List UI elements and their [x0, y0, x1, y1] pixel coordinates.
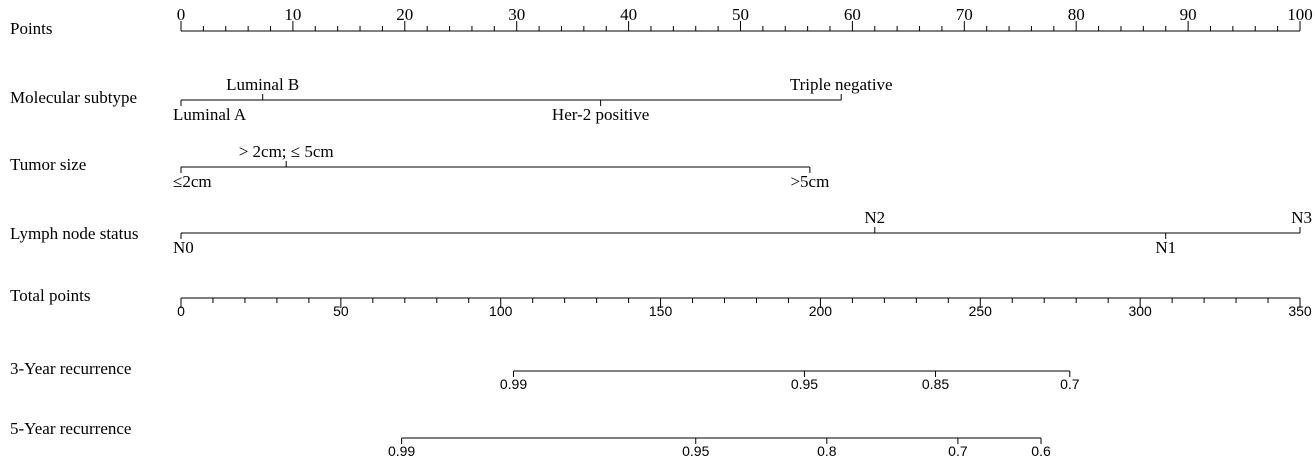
points-tick-label: 50 [732, 5, 749, 24]
total-points-label: Total points [10, 286, 91, 305]
points-tick-label: 30 [508, 5, 525, 24]
molecular-subtype-level-her-2-positive: Her-2 positive [552, 105, 649, 124]
five-year-recurrence-tick-label: 0.99 [388, 443, 415, 457]
total-points-tick-label: 150 [649, 303, 673, 319]
lymph-node-status-level-n0: N0 [173, 238, 194, 257]
total-points-tick-label: 350 [1288, 303, 1312, 319]
lymph-node-status-level-n3: N3 [1291, 208, 1312, 227]
total-points-tick-label: 0 [177, 303, 185, 319]
total-points-tick-label: 100 [489, 303, 513, 319]
three-year-recurrence-label: 3-Year recurrence [10, 359, 132, 378]
molecular-subtype-label: Molecular subtype [10, 88, 137, 107]
molecular-subtype-level-luminal-b: Luminal B [226, 75, 299, 94]
five-year-recurrence-tick-label: 0.8 [817, 443, 837, 457]
points-axis-label: Points [10, 19, 53, 38]
total-points-tick-label: 300 [1128, 303, 1152, 319]
lymph-node-status-level-n2: N2 [864, 208, 885, 227]
three-year-recurrence-tick-label: 0.99 [500, 376, 527, 392]
points-tick-label: 60 [844, 5, 861, 24]
points-tick-label: 70 [956, 5, 973, 24]
points-tick-label: 90 [1180, 5, 1197, 24]
three-year-recurrence-tick-label: 0.95 [791, 376, 818, 392]
molecular-subtype-level-triple-negative: Triple negative [790, 75, 893, 94]
lymph-node-status-level-n1: N1 [1155, 238, 1176, 257]
points-tick-label: 10 [284, 5, 301, 24]
five-year-recurrence-tick-label: 0.6 [1031, 443, 1051, 457]
points-tick-label: 0 [177, 5, 186, 24]
three-year-recurrence-tick-label: 0.7 [1060, 376, 1080, 392]
total-points-tick-label: 50 [333, 303, 349, 319]
points-tick-label: 20 [396, 5, 413, 24]
points-tick-label: 100 [1287, 5, 1313, 24]
five-year-recurrence-label: 5-Year recurrence [10, 419, 132, 438]
points-tick-label: 40 [620, 5, 637, 24]
three-year-recurrence-tick-label: 0.85 [922, 376, 949, 392]
five-year-recurrence-tick-label: 0.95 [682, 443, 709, 457]
total-points-tick-label: 250 [969, 303, 993, 319]
molecular-subtype-level-luminal-a: Luminal A [173, 105, 247, 124]
total-points-tick-label: 200 [809, 303, 833, 319]
tumor-size-level-2cm: ≤2cm [173, 172, 212, 191]
five-year-recurrence-tick-label: 0.7 [948, 443, 968, 457]
lymph-node-status-label: Lymph node status [10, 224, 139, 243]
tumor-size-level-5cm: >5cm [790, 172, 829, 191]
tumor-size-label: Tumor size [10, 155, 87, 174]
tumor-size-level-2cm-5cm: > 2cm; ≤ 5cm [239, 142, 334, 161]
points-tick-label: 80 [1068, 5, 1085, 24]
